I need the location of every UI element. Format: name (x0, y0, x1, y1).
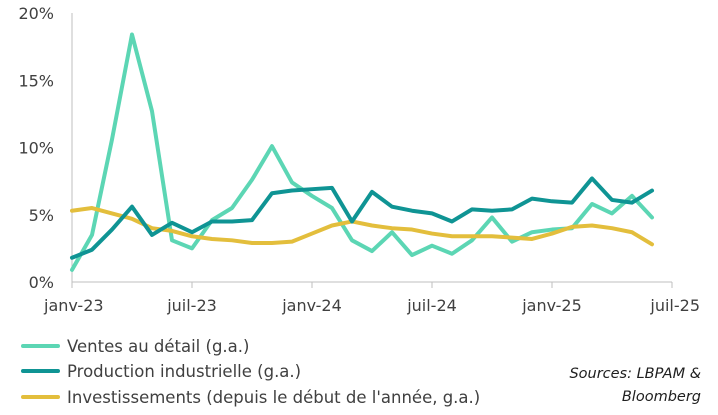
y-tick-label: 10% (18, 139, 54, 158)
x-tick-label: juil-23 (166, 296, 217, 315)
series-lines (70, 32, 654, 272)
x-tick-label: juil-24 (406, 296, 457, 315)
series-line-3 (70, 206, 654, 247)
source-line-1: Sources: LBPAM & (569, 366, 701, 382)
x-tick-label: janv-24 (281, 296, 342, 315)
y-tick-label: 20% (18, 4, 54, 23)
legend-label: Investissements (depuis le début de l'an… (67, 388, 480, 407)
x-tick-label: juil-25 (649, 296, 700, 315)
y-tick-label: 5% (29, 206, 54, 225)
legend-label: Ventes au détail (g.a.) (67, 337, 249, 356)
source-line-2: Bloomberg (622, 389, 701, 405)
y-axis-tick-labels: 0% 5% 10% 15% 20% (18, 4, 54, 292)
y-tick-label: 0% (29, 273, 54, 292)
x-axis-tick-labels: janv-23 juil-23 janv-24 juil-24 janv-25 juil-… (43, 282, 700, 315)
legend: Ventes au détail (g.a.) Production indust… (21, 337, 480, 407)
series-line-2 (70, 176, 654, 260)
series-line-1 (70, 32, 654, 272)
legend-label: Production industrielle (g.a.) (67, 362, 301, 381)
x-tick-label: janv-25 (521, 296, 582, 315)
x-tick-label: janv-23 (43, 296, 104, 315)
y-tick-label: 15% (18, 71, 54, 90)
axes (71, 13, 672, 283)
